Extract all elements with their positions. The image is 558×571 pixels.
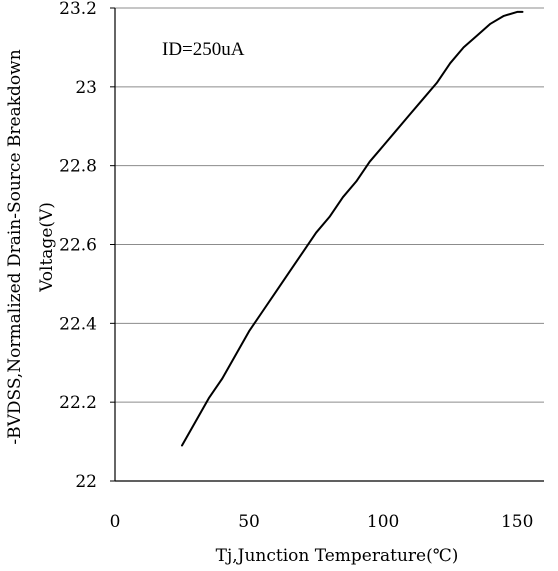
y-tick-label: 22.6 bbox=[59, 236, 97, 256]
y-axis-title-line2: Voltage(V) bbox=[37, 202, 57, 293]
series-line bbox=[181, 10, 524, 447]
annotation-label: ID=250uA bbox=[162, 39, 245, 60]
x-axis-title: Tj,Junction Temperature(℃) bbox=[216, 546, 459, 566]
y-tick-labels: 22 22.2 22.4 22.6 22.8 23 23.2 bbox=[59, 0, 97, 492]
x-tick-label: 0 bbox=[110, 512, 121, 532]
y-tick-label: 22.4 bbox=[59, 314, 97, 334]
x-tick-label: 50 bbox=[238, 512, 260, 532]
axes bbox=[110, 7, 544, 482]
y-tick-label: 22.2 bbox=[59, 393, 97, 413]
series-layer bbox=[181, 10, 524, 447]
y-axis-title-line1: -BVDSS,Normalized Drain-Source Breakdown bbox=[5, 49, 25, 444]
x-tick-label: 150 bbox=[501, 512, 533, 532]
y-tick-label: 23.2 bbox=[59, 0, 97, 19]
grid-lines bbox=[115, 7, 544, 403]
y-tick-label: 22 bbox=[75, 472, 97, 492]
x-tick-labels: 0 50 100 150 bbox=[110, 512, 534, 532]
y-tick-label: 23 bbox=[75, 78, 97, 98]
y-tick-label: 22.8 bbox=[59, 157, 97, 177]
x-tick-label: 100 bbox=[367, 512, 399, 532]
